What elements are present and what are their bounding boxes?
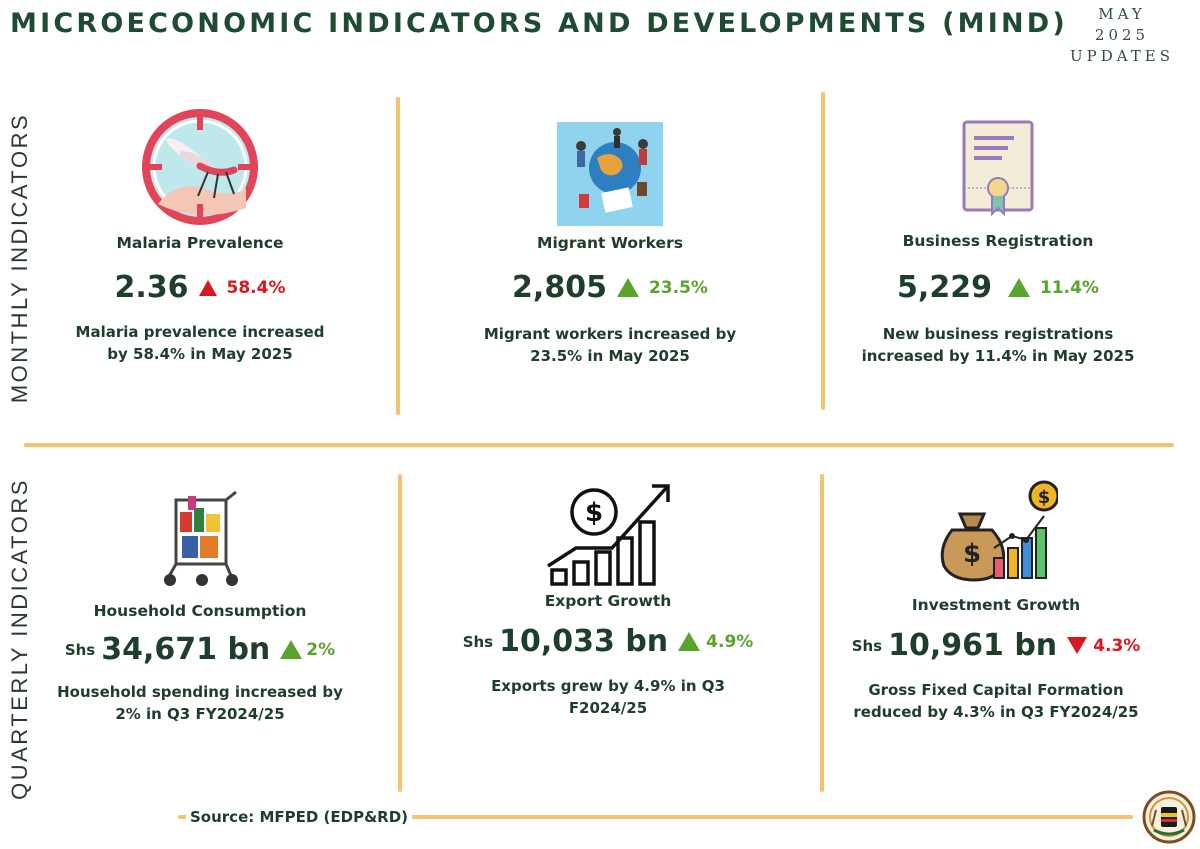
indicator-name: Business Registration — [902, 232, 1094, 250]
indicator-description: Migrant workers increased by 23.5% in Ma… — [450, 323, 770, 367]
description-line: New business registrations — [882, 325, 1114, 343]
indicator-metric: 2.36 58.4% — [40, 270, 360, 305]
currency-prefix: Shs — [462, 632, 494, 651]
indicator-metric: 2,805 23.5% — [450, 270, 770, 305]
indicator-change: 4.9% — [706, 631, 754, 652]
indicator-name: Malaria Prevalence — [116, 234, 284, 252]
divider-horizontal-footer — [178, 815, 1133, 819]
indicator-metric: 5,229 11.4% — [838, 270, 1158, 305]
certificate-icon — [838, 118, 1158, 218]
dollar-growth-chart-icon: $ — [448, 476, 768, 588]
date-year: 2025 — [1094, 26, 1150, 44]
card-household-consumption: Household Consumption Shs 34,671 bn 2% H… — [40, 490, 360, 725]
description-line: Gross Fixed Capital Formation — [868, 681, 1124, 699]
indicator-name: Export Growth — [544, 592, 672, 610]
date-updates: UPDATES — [1069, 47, 1174, 65]
card-investment-growth: $ $ Investment Growth Shs 10,961 bn 4.3%… — [836, 478, 1156, 723]
money-bag-chart-icon: $ $ — [836, 478, 1156, 584]
description-line: reduced by 4.3% in Q3 FY2024/25 — [853, 703, 1139, 721]
indicator-metric: Shs 10,961 bn 4.3% — [836, 628, 1156, 663]
description-line: F2024/25 — [568, 699, 648, 717]
indicator-name: Migrant Workers — [537, 234, 683, 252]
indicator-description: New business registrations increased by … — [838, 323, 1158, 367]
divider-vertical — [821, 92, 825, 410]
decrease-arrow-icon — [1067, 637, 1088, 654]
coat-of-arms-icon — [1142, 790, 1196, 844]
card-migrant-workers: Migrant Workers 2,805 23.5% Migrant work… — [450, 122, 770, 367]
svg-text:$: $ — [585, 498, 603, 528]
indicator-metric: Shs 34,671 bn 2% — [40, 632, 360, 667]
indicator-change: 58.4% — [226, 277, 286, 298]
indicator-name: Household Consumption — [93, 602, 307, 620]
description-line: Migrant workers increased by — [483, 325, 737, 343]
page-title: MICROECONOMIC INDICATORS AND DEVELOPMENT… — [10, 8, 1068, 39]
monthly-section-label: MONTHLY INDICATORS — [7, 112, 32, 404]
description-line: Household spending increased by — [57, 683, 343, 701]
indicator-change: 11.4% — [1039, 277, 1099, 298]
divider-vertical — [398, 474, 402, 792]
mosquito-target-icon — [40, 108, 360, 226]
indicator-value: 2.36 — [114, 270, 189, 305]
increase-arrow-icon — [616, 278, 639, 297]
indicator-value: 34,671 bn — [101, 632, 271, 667]
indicator-value: 10,961 bn — [888, 628, 1058, 663]
currency-prefix: Shs — [64, 640, 96, 659]
currency-prefix: Shs — [851, 636, 883, 655]
card-export-growth: $ Export Growth Shs 10,033 bn 4.9% Expor… — [448, 476, 768, 719]
svg-text:$: $ — [1038, 487, 1051, 508]
svg-text:$: $ — [963, 539, 981, 569]
date-stamp: MAY 2025 UPDATES — [1062, 4, 1182, 67]
indicator-value: 10,033 bn — [499, 624, 669, 659]
indicator-change: 4.3% — [1093, 635, 1141, 656]
increase-arrow-icon — [678, 632, 701, 651]
indicator-description: Gross Fixed Capital Formation reduced by… — [836, 679, 1156, 723]
increase-arrow-icon — [198, 279, 217, 296]
date-month: MAY — [1098, 5, 1146, 23]
divider-vertical — [396, 97, 400, 415]
description-line: increased by 11.4% in May 2025 — [861, 347, 1135, 365]
source-note: Source: MFPED (EDP&RD) — [186, 808, 413, 826]
indicator-change: 23.5% — [648, 277, 708, 298]
divider-vertical — [820, 474, 824, 792]
globe-travelers-icon — [450, 122, 770, 226]
increase-arrow-icon — [1007, 278, 1030, 297]
description-line: 23.5% in May 2025 — [530, 347, 690, 365]
description-line: 2% in Q3 FY2024/25 — [115, 705, 285, 723]
indicator-metric: Shs 10,033 bn 4.9% — [448, 624, 768, 659]
card-business-registration: Business Registration 5,229 11.4% New bu… — [838, 118, 1158, 367]
description-line: Malaria prevalence increased — [75, 323, 325, 341]
description-line: Exports grew by 4.9% in Q3 — [491, 677, 725, 695]
indicator-description: Exports grew by 4.9% in Q3 F2024/25 — [448, 675, 768, 719]
quarterly-section-label: QUARTERLY INDICATORS — [7, 478, 32, 800]
card-malaria-prevalence: Malaria Prevalence 2.36 58.4% Malaria pr… — [40, 108, 360, 365]
indicator-value: 2,805 — [512, 270, 607, 305]
indicator-name: Investment Growth — [911, 596, 1081, 614]
indicator-change: 2% — [306, 639, 336, 660]
description-line: by 58.4% in May 2025 — [107, 345, 293, 363]
indicator-description: Household spending increased by 2% in Q3… — [40, 681, 360, 725]
indicator-value: 5,229 — [897, 270, 992, 305]
increase-arrow-icon — [280, 640, 303, 659]
shopping-cart-icon — [40, 490, 360, 590]
indicator-description: Malaria prevalence increased by 58.4% in… — [40, 321, 360, 365]
divider-horizontal — [24, 443, 1174, 447]
